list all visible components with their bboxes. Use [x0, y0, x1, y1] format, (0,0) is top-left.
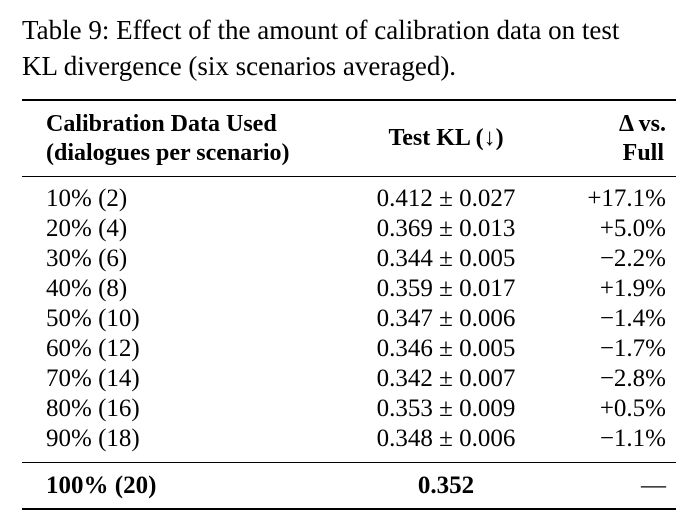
- cell-data-row-4: 40% (8): [46, 275, 128, 302]
- header-test-kl: Test KL (↓): [388, 125, 504, 151]
- caption-line-1: Table 9: Effect of the amount of calibra…: [22, 15, 620, 45]
- cell-data-row-8: 80% (16): [46, 395, 140, 422]
- cell-kl-final-row: 0.352: [417, 472, 475, 499]
- table-caption: Table 9: Effect of the amount of calibra…: [22, 12, 682, 84]
- cell-kl-row-8: 0.353 ± 0.009: [376, 395, 516, 422]
- top-rule: [22, 99, 676, 101]
- cell-data-row-5: 50% (10): [46, 305, 140, 332]
- cell-kl-row-4: 0.359 ± 0.017: [376, 275, 516, 302]
- header-calibration-data-line-2: (dialogues per scenario): [46, 140, 290, 166]
- cell-kl-row-9: 0.348 ± 0.006: [376, 425, 516, 452]
- cell-delta-row-9: −1.1%: [599, 425, 666, 452]
- cell-data-row-9: 90% (18): [46, 425, 140, 452]
- header-delta-line-1: Δ vs.: [618, 111, 666, 137]
- cell-delta-row-7: −2.8%: [599, 365, 666, 392]
- bottom-rule: [22, 508, 676, 510]
- cell-delta-row-8: +0.5%: [599, 395, 666, 422]
- cell-data-row-1: 10% (2): [46, 185, 128, 212]
- header-rule: [22, 176, 676, 178]
- header-calibration-data-line-1: Calibration Data Used: [46, 111, 277, 137]
- cell-delta-row-2: +5.0%: [599, 215, 666, 242]
- cell-kl-row-2: 0.369 ± 0.013: [376, 215, 516, 242]
- caption-line-2: KL divergence (six scenarios averaged).: [22, 51, 457, 81]
- cell-kl-row-5: 0.347 ± 0.006: [376, 305, 516, 332]
- cell-delta-final-row: —: [641, 472, 666, 499]
- header-delta-line-2: Full: [622, 140, 664, 166]
- cell-data-row-6: 60% (12): [46, 335, 140, 362]
- cell-data-row-7: 70% (14): [46, 365, 140, 392]
- cell-delta-row-3: −2.2%: [599, 245, 666, 272]
- cell-kl-row-6: 0.346 ± 0.005: [376, 335, 516, 362]
- cell-delta-row-6: −1.7%: [599, 335, 666, 362]
- cell-kl-row-7: 0.342 ± 0.007: [376, 365, 516, 392]
- cell-kl-row-1: 0.412 ± 0.027: [376, 185, 516, 212]
- cell-data-final-row: 100% (20): [46, 472, 157, 499]
- cell-delta-row-4: +1.9%: [599, 275, 666, 302]
- cell-delta-row-5: −1.4%: [599, 305, 666, 332]
- cell-data-row-3: 30% (6): [46, 245, 128, 272]
- midrule: [22, 462, 676, 464]
- cell-data-row-2: 20% (4): [46, 215, 128, 242]
- cell-delta-row-1: +17.1%: [587, 185, 666, 212]
- cell-kl-row-3: 0.344 ± 0.005: [376, 245, 516, 272]
